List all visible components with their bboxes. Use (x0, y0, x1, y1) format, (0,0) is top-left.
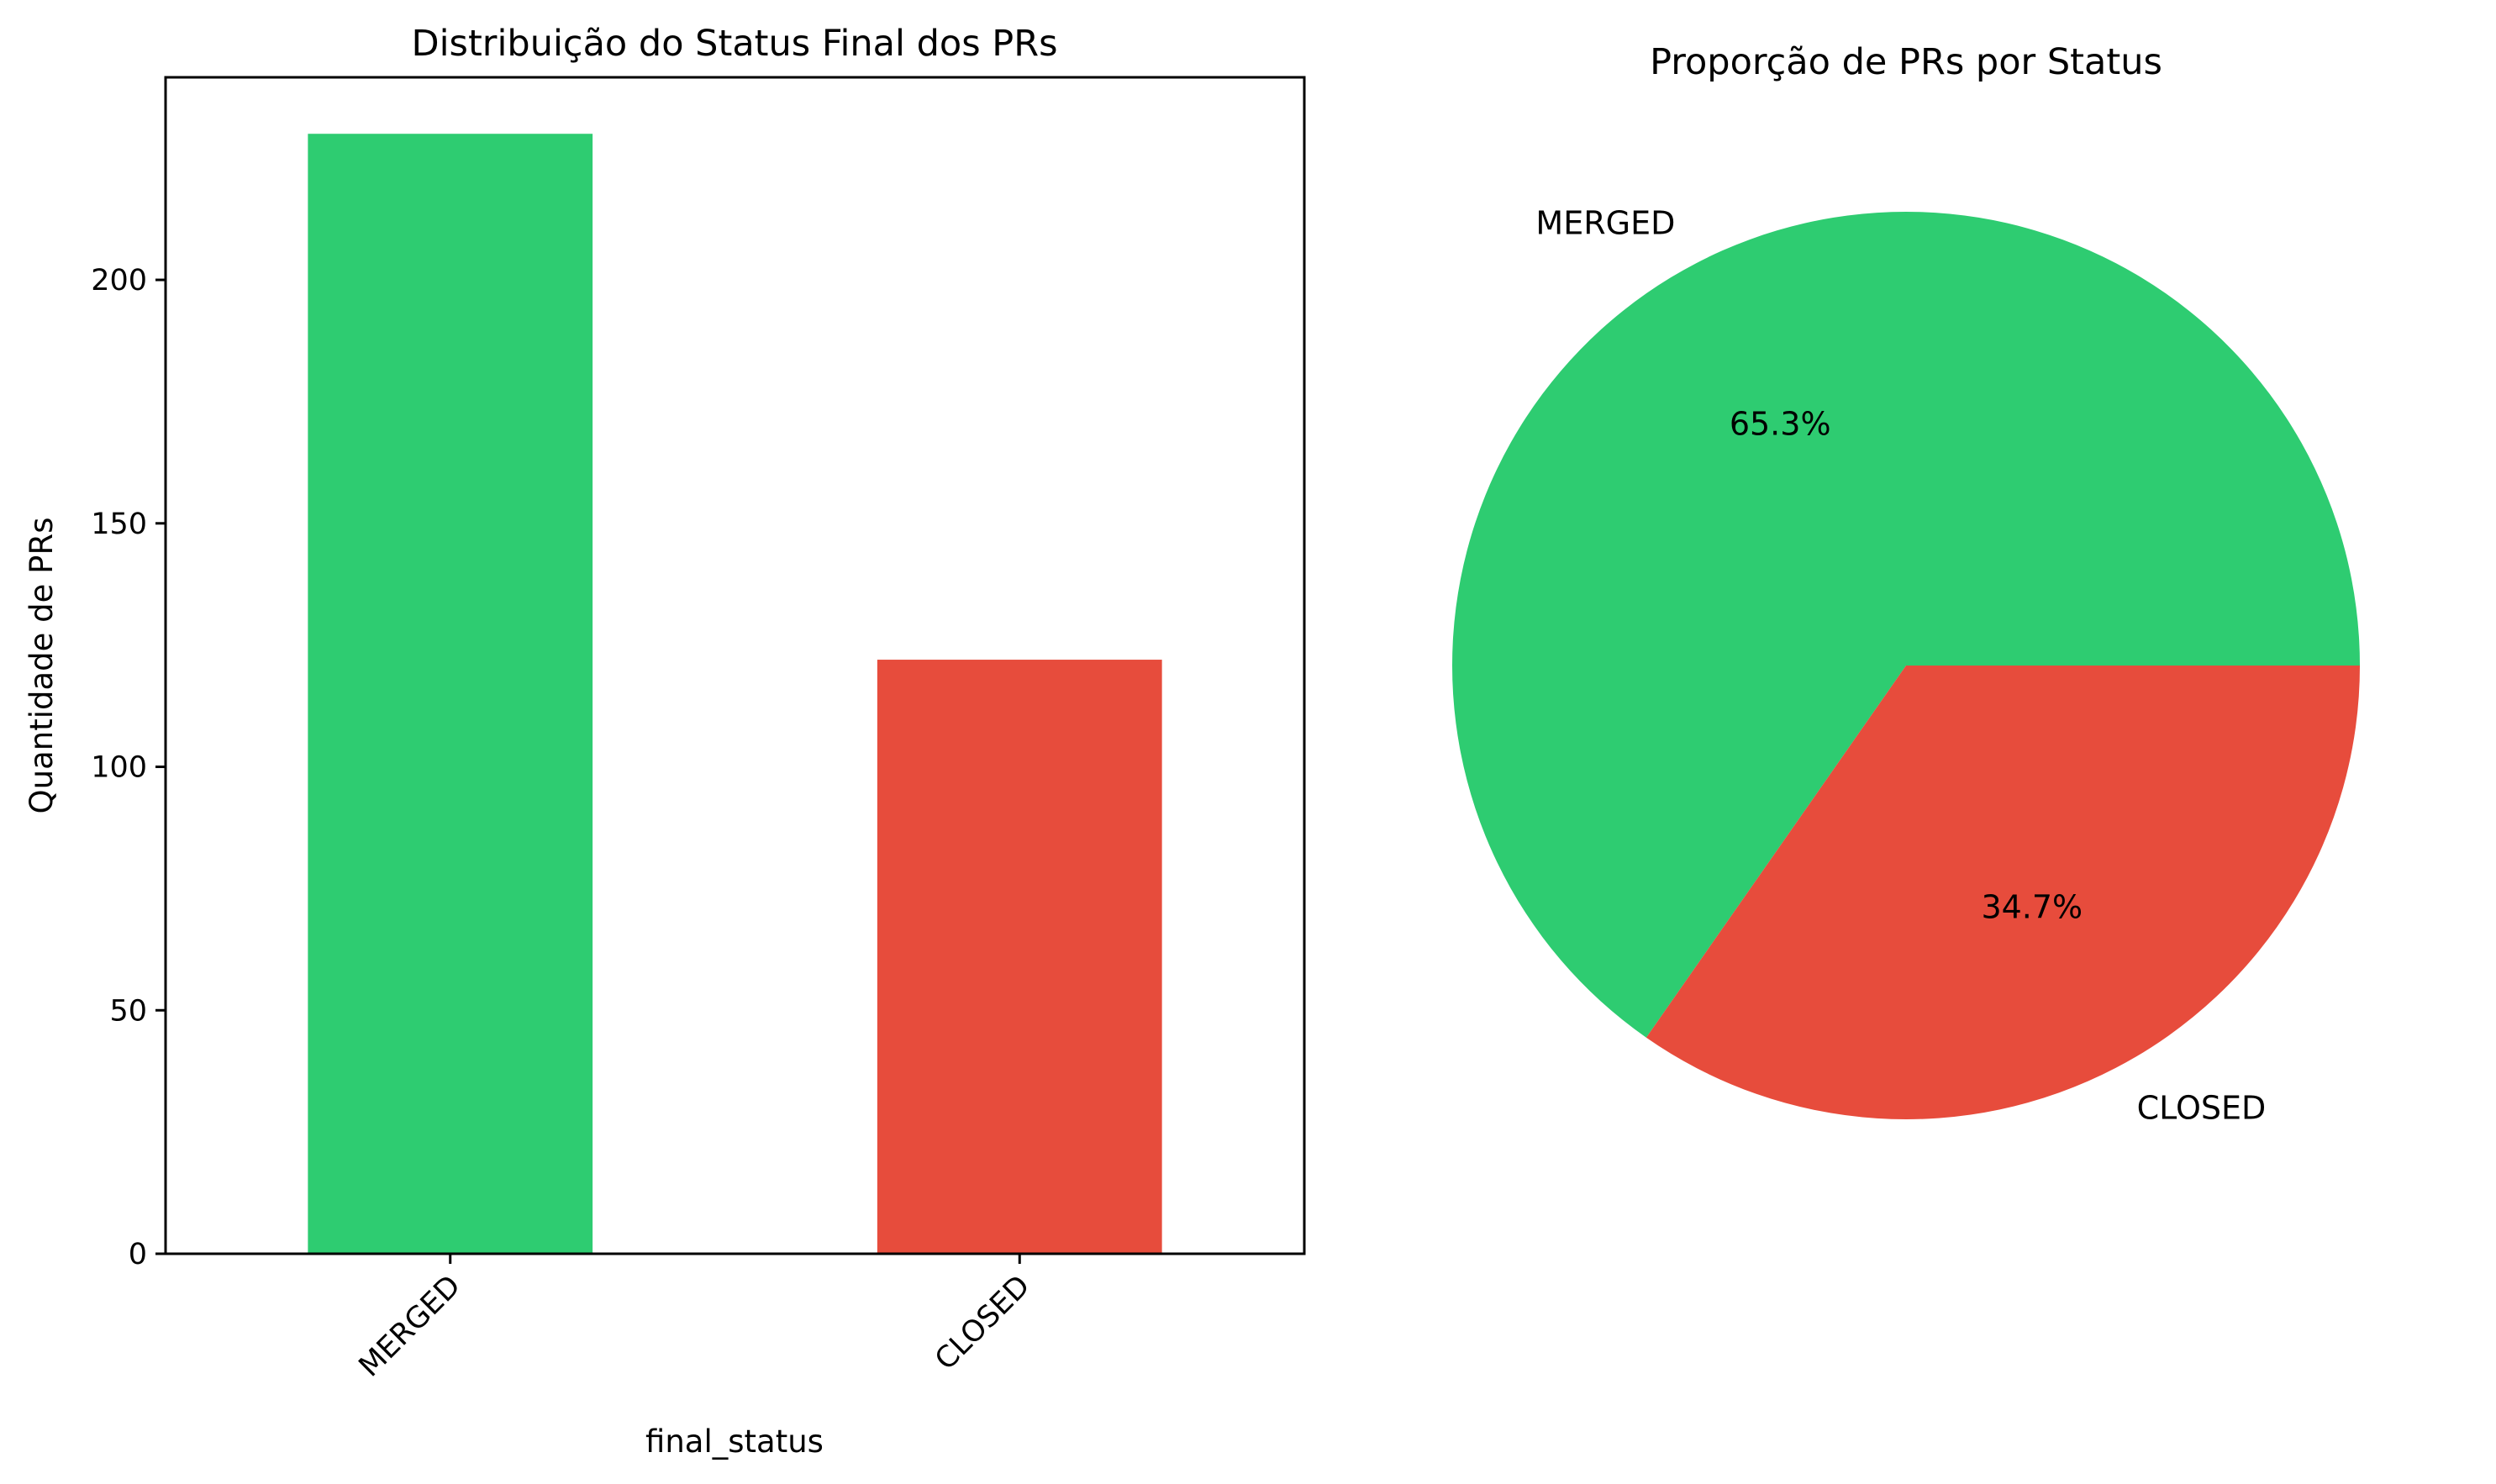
y-axis-label: Quantidade de PRs (24, 518, 60, 814)
x-axis-label: final_status (645, 1423, 824, 1460)
pie-chart: Proporção de PRs por Status MERGED 65.3% C… (1452, 41, 2360, 1127)
pie-label-closed: CLOSED (2137, 1090, 2267, 1127)
y-axis-ticks: 0 50 100 150 200 (91, 264, 166, 1271)
y-tick-label: 0 (129, 1238, 147, 1271)
bar-marks (308, 134, 1162, 1255)
bar-merged (308, 134, 593, 1255)
pie-slices (1452, 211, 2360, 1119)
pie-labels: MERGED 65.3% CLOSED 34.7% (1535, 204, 2266, 1126)
y-tick-label: 200 (91, 264, 147, 297)
pie-slice-merged (1452, 211, 2360, 1038)
y-tick-label: 50 (109, 994, 147, 1028)
pie-chart-title: Proporção de PRs por Status (1650, 41, 2162, 83)
y-tick-label: 100 (91, 751, 147, 785)
pie-label-merged: MERGED (1535, 204, 1675, 241)
pie-percent-merged: 65.3% (1730, 406, 1831, 443)
bar-chart: Distribuição do Status Final dos PRs 0 50… (24, 23, 1306, 1460)
pie-slice-closed (1646, 666, 2360, 1119)
y-tick-label: 150 (91, 508, 147, 541)
bar-chart-title: Distribuição do Status Final dos PRs (411, 23, 1057, 65)
plot-frame (164, 76, 1306, 1255)
pie-percent-closed: 34.7% (1981, 888, 2083, 925)
bar-closed (877, 660, 1162, 1254)
